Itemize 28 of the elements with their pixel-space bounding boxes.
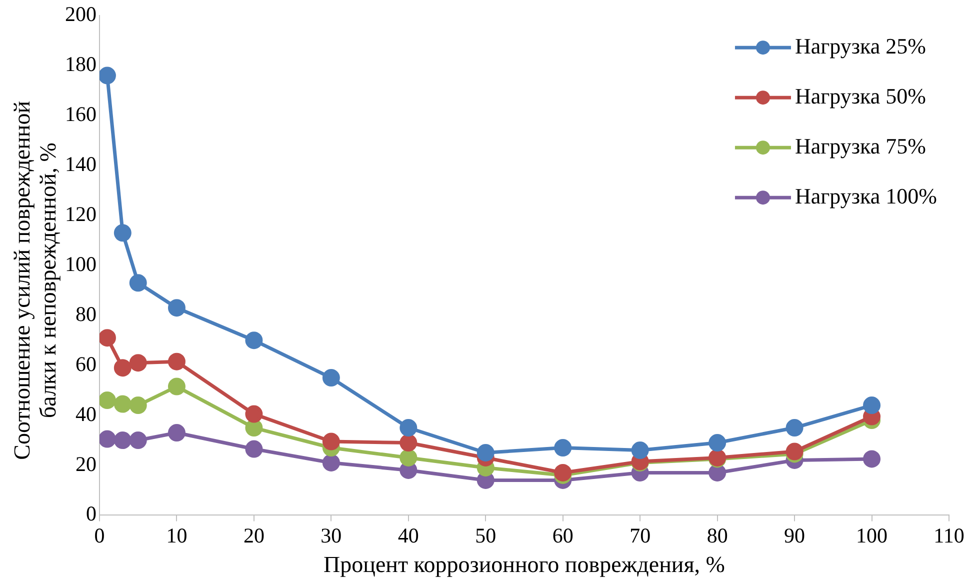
y-tick-label: 60 xyxy=(76,352,96,376)
y-tick-label: 40 xyxy=(76,402,96,426)
y-tick-label: 180 xyxy=(65,52,96,76)
x-tick-label: 80 xyxy=(706,523,728,548)
y-tick-label: 160 xyxy=(65,102,96,126)
y-tick-label: 100 xyxy=(65,252,96,276)
y-tick-label: 80 xyxy=(76,302,96,326)
y-tick-label: 200 xyxy=(65,2,96,26)
legend-label: Нагрузка 50% xyxy=(794,83,926,108)
y-tick-label: 0 xyxy=(86,502,96,526)
x-tick-label: 70 xyxy=(630,523,651,548)
x-tick-label: 50 xyxy=(475,523,496,548)
x-tick-label: 100 xyxy=(856,523,888,548)
y-tick-label: 140 xyxy=(65,152,96,176)
legend-label: Нагрузка 100% xyxy=(794,183,938,208)
x-tick-label: 110 xyxy=(934,523,964,548)
x-tick-label: 20 xyxy=(243,523,264,548)
x-tick-label: 40 xyxy=(398,523,419,548)
x-tick-label: 10 xyxy=(166,523,188,548)
legend-label: Нагрузка 25% xyxy=(794,33,926,58)
x-tick-label: 90 xyxy=(784,523,806,548)
x-tick-label: 60 xyxy=(552,523,574,548)
x-tick-label: 30 xyxy=(320,523,342,548)
y-tick-label: 20 xyxy=(76,452,96,476)
legend-label: Нагрузка 75% xyxy=(794,133,926,158)
y-axis-title: Соотношение усилий поврежденной балки к неповрежденной, % xyxy=(10,100,61,460)
x-axis-title: Процент коррозионного повреждения, % xyxy=(324,552,725,578)
y-tick-label: 120 xyxy=(65,202,96,226)
